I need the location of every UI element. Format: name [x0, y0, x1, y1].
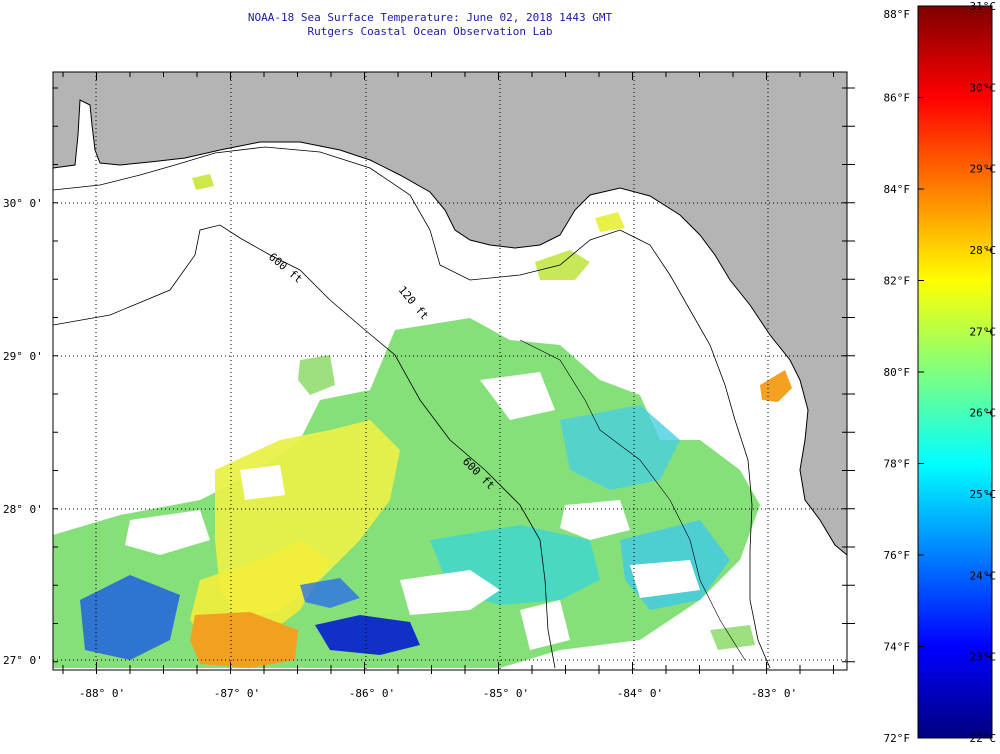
lat-label-27: 27° 0' [3, 654, 43, 667]
colorbar-c-label: 29°C [970, 163, 997, 176]
graticule [53, 72, 847, 670]
sst-hot-patch [190, 612, 298, 668]
cloud-7 [630, 560, 700, 598]
longitude-labels: -88° 0' -87° 0' -86° 0' -85° 0' -84° 0' … [79, 687, 797, 700]
colorbar-c-label: 30°C [970, 81, 997, 94]
cloud-2 [560, 500, 630, 540]
sst-cool-patch-1 [80, 575, 180, 660]
colorbar-c-label: 31°C [970, 0, 997, 13]
sst-cool-patch-3 [300, 578, 360, 608]
map-title: NOAA-18 Sea Surface Temperature: June 02… [247, 11, 613, 24]
lon-label-83: -83° 0' [751, 687, 797, 700]
colorbar-bar [917, 5, 993, 739]
colorbar-fahrenheit-labels: 88°F 86°F 84°F 82°F 80°F 78°F 76°F 74°F 72°F [884, 8, 911, 745]
coast-shelf-line [519, 339, 746, 661]
colorbar-f-label: 84°F [884, 183, 911, 196]
colorbar-f-label: 80°F [884, 366, 911, 379]
sst-patch-se [710, 625, 755, 650]
latitude-labels: 30° 0' 29° 0' 28° 0' 27° 0' [3, 197, 43, 667]
cloud-1 [400, 570, 500, 615]
isobath-600ft [53, 224, 556, 669]
colorbar-c-label: 23°C [970, 651, 997, 664]
colorbar-f-label: 82°F [884, 275, 911, 288]
cloud-5 [480, 372, 555, 420]
colorbar-f-label: 72°F [884, 732, 911, 745]
cloud-4 [125, 510, 210, 555]
plot-frame [52, 71, 848, 671]
colorbar-ticks [918, 5, 992, 739]
isobath-120ft [53, 146, 771, 669]
lon-label-87: -87° 0' [214, 687, 260, 700]
land-mass [53, 72, 847, 556]
cloud-6 [240, 465, 285, 500]
colorbar-f-label: 76°F [884, 549, 911, 562]
colorbar-c-label: 28°C [970, 244, 997, 257]
colorbar-celsius-labels: 31°C 30°C 29°C 28°C 27°C 26°C 25°C 24°C 23°C 22°C [970, 0, 997, 745]
colorbar-c-label: 24°C [970, 569, 997, 582]
colorbar-c-label: 26°C [970, 407, 997, 420]
colorbar: 88°F 86°F 84°F 82°F 80°F 78°F 76°F 74°F 72°F 31°… [884, 0, 997, 745]
colorbar-c-label: 25°C [970, 488, 997, 501]
sst-patch-w [298, 355, 335, 395]
colorbar-c-label: 27°C [970, 325, 997, 338]
colorbar-c-label: 22°C [970, 732, 997, 745]
map-subtitle: Rutgers Coastal Ocean Observation Lab [307, 25, 553, 38]
lon-label-88: -88° 0' [79, 687, 125, 700]
lon-label-86: -86° 0' [349, 687, 395, 700]
sst-patch-n [595, 212, 625, 232]
frame-ticks [53, 72, 855, 674]
sst-patch-nw [192, 174, 214, 190]
sst-cool-patch-2 [315, 615, 420, 655]
colorbar-f-label: 86°F [884, 92, 911, 105]
colorbar-f-label: 78°F [884, 458, 911, 471]
lon-label-85: -85° 0' [483, 687, 529, 700]
sst-patch-bay [535, 250, 590, 280]
lat-label-28: 28° 0' [3, 503, 43, 516]
sst-data-layer [53, 174, 792, 668]
lat-label-30: 30° 0' [3, 197, 43, 210]
sst-hot-patch-2 [760, 370, 792, 402]
lon-label-84: -84° 0' [617, 687, 663, 700]
lat-label-29: 29° 0' [3, 350, 43, 363]
cloud-3 [520, 600, 570, 650]
sst-cyan-patch-2 [560, 405, 680, 490]
colorbar-f-label: 88°F [884, 8, 911, 21]
colorbar-f-label: 74°F [884, 641, 911, 654]
